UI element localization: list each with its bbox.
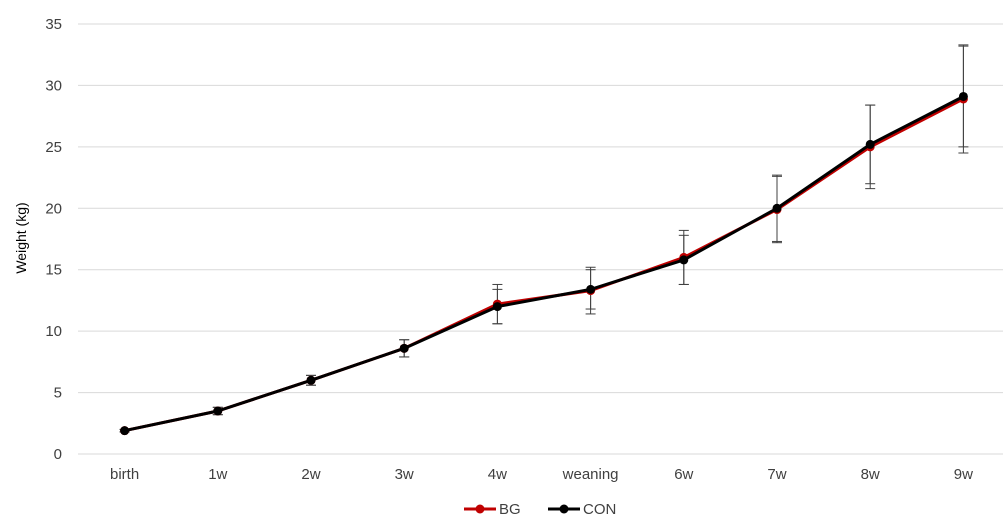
legend-label: CON — [583, 501, 616, 515]
y-tick-labels: 0 5 10 15 20 25 30 35 — [45, 16, 62, 463]
x-tick-label: 6w — [674, 466, 693, 483]
legend-item-bg: BG — [464, 501, 521, 515]
data-point-con — [492, 302, 502, 312]
y-tick-label: 5 — [54, 385, 62, 402]
y-tick-label: 0 — [54, 446, 62, 463]
legend-item-con: CON — [548, 501, 616, 515]
data-point-con — [772, 203, 782, 213]
data-point-con — [865, 139, 875, 149]
y-tick-label: 25 — [45, 139, 62, 156]
y-tick-label: 10 — [45, 323, 62, 340]
x-tick-label: 7w — [767, 466, 786, 483]
x-tick-label: 2w — [301, 466, 320, 483]
data-point-con — [399, 343, 409, 353]
x-tick-label: 8w — [861, 466, 880, 483]
y-tick-label: 20 — [45, 200, 62, 217]
legend-swatch-marker — [559, 504, 569, 514]
series-line-con — [124, 95, 965, 433]
x-tick-labels: birth 1w 2w 3w 4w weaning 6w 7w 8w 9w — [110, 466, 973, 483]
grid-layer — [78, 23, 1003, 455]
y-axis-title: Weight (kg) — [13, 202, 29, 273]
x-tick-label: birth — [110, 466, 139, 483]
legend: BG CON — [464, 501, 616, 515]
x-tick-label: 9w — [954, 466, 973, 483]
x-tick-label: weaning — [562, 466, 619, 483]
y-tick-label: 30 — [45, 77, 62, 94]
y-tick-label: 15 — [45, 262, 62, 279]
data-point-con — [958, 91, 968, 101]
x-tick-label: 3w — [395, 466, 414, 483]
series-lines — [120, 91, 968, 436]
data-point-con — [120, 426, 130, 436]
series-line-bg — [124, 97, 965, 433]
x-tick-label: 1w — [208, 466, 227, 483]
legend-label: BG — [499, 501, 521, 515]
data-point-con — [213, 406, 223, 416]
data-point-con — [679, 255, 689, 265]
data-point-con — [586, 284, 596, 294]
y-tick-label: 35 — [45, 16, 62, 33]
error-bars — [119, 44, 969, 433]
x-tick-label: 4w — [488, 466, 507, 483]
legend-swatch-marker — [475, 504, 485, 514]
data-point-con — [306, 375, 316, 385]
